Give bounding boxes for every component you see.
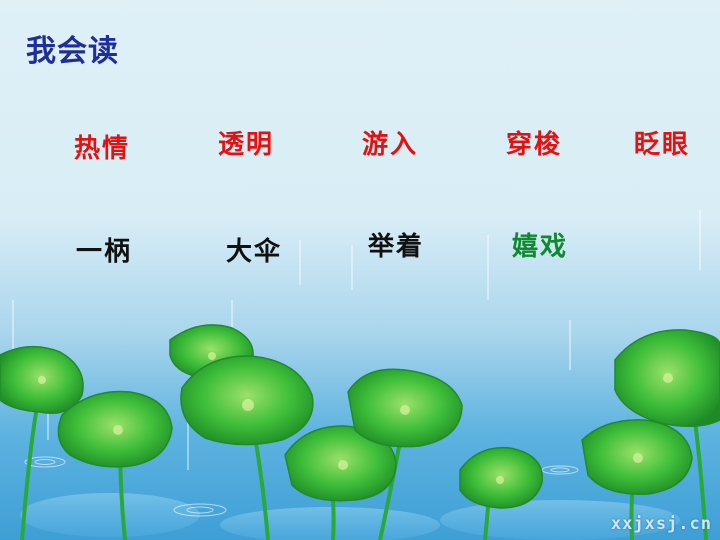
word-juzhe: 举着: [368, 232, 425, 262]
word-touming: 透明: [218, 130, 275, 160]
water-ripples: [24, 456, 579, 517]
slide-title: 我会读: [26, 34, 119, 69]
word-zhayan: 眨眼: [634, 130, 691, 160]
watermark: xxjxsj.cn: [610, 514, 712, 534]
word-youru: 游入: [362, 130, 419, 160]
leaf-centers: [38, 352, 673, 484]
word-yibing: 一柄: [76, 237, 133, 267]
lotus-leaves: [0, 324, 720, 509]
word-xixi: 嬉戏: [512, 232, 569, 262]
word-reqing: 热情: [74, 134, 131, 164]
word-dasan: 大伞: [226, 237, 283, 267]
word-chuansuo: 穿梭: [506, 130, 563, 160]
